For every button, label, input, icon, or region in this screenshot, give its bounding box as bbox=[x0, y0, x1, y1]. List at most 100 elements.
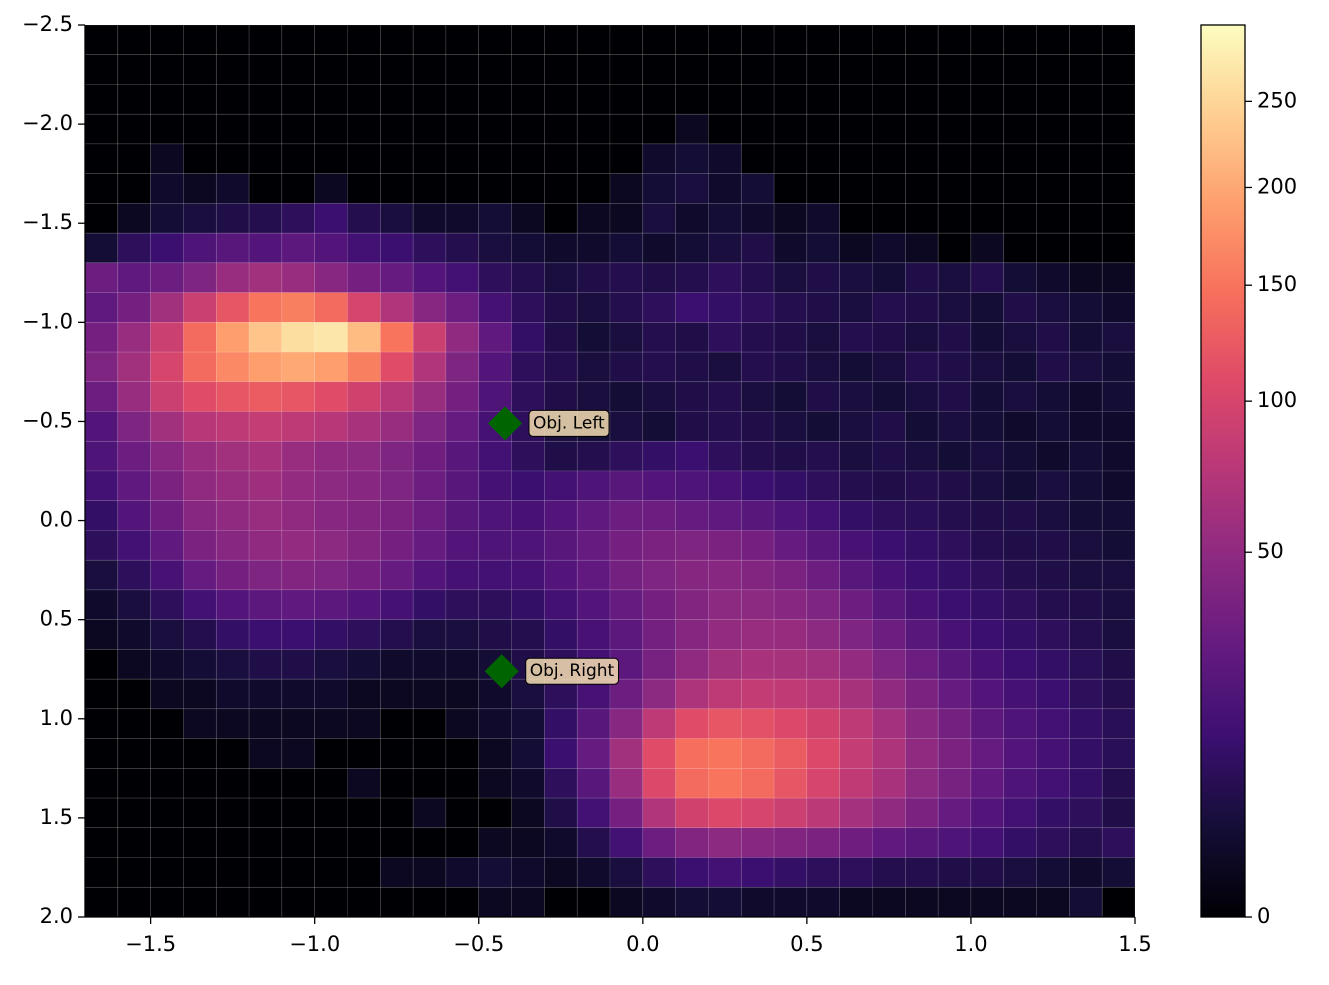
heat-cell bbox=[445, 113, 480, 145]
heat-cell bbox=[806, 619, 840, 650]
heat-cell bbox=[150, 649, 184, 680]
heat-cell bbox=[773, 470, 808, 502]
heat-cell bbox=[117, 351, 151, 383]
heat-cell bbox=[970, 381, 1005, 412]
heat-cell bbox=[544, 292, 578, 323]
heat-cell bbox=[970, 173, 1005, 204]
heat-cell bbox=[150, 440, 184, 472]
heat-cell bbox=[478, 322, 512, 353]
heat-cell bbox=[675, 738, 709, 769]
heat-cell bbox=[281, 827, 315, 858]
heat-cell bbox=[740, 559, 775, 591]
heat-cell bbox=[1069, 292, 1103, 323]
heat-cell bbox=[806, 173, 840, 204]
heat-cell bbox=[248, 500, 283, 531]
heat-cell bbox=[937, 649, 972, 680]
heat-cell bbox=[215, 857, 250, 888]
heat-cell bbox=[117, 24, 151, 56]
heat-cell bbox=[478, 440, 512, 472]
x-tick-label: 0.5 bbox=[790, 932, 823, 956]
heat-cell bbox=[544, 84, 578, 115]
heat-cell bbox=[84, 500, 119, 531]
heat-cell bbox=[970, 351, 1005, 383]
heat-cell bbox=[806, 24, 840, 56]
heat-cell bbox=[150, 113, 184, 145]
heat-cell bbox=[708, 54, 742, 85]
heat-cell bbox=[544, 351, 578, 383]
heat-cell bbox=[511, 232, 545, 264]
heat-cell bbox=[248, 530, 283, 561]
heat-cell bbox=[708, 708, 742, 739]
heat-cell bbox=[905, 797, 939, 829]
heat-cell bbox=[937, 857, 972, 888]
x-tick-label: −1.5 bbox=[125, 932, 176, 956]
heat-cell bbox=[1036, 440, 1070, 472]
heat-cell bbox=[445, 589, 480, 620]
heat-cell bbox=[642, 768, 676, 799]
heat-cell bbox=[445, 797, 480, 829]
y-tick-label: −0.5 bbox=[22, 408, 73, 432]
heat-cell bbox=[117, 589, 151, 620]
heat-cell bbox=[314, 470, 348, 502]
heat-cell bbox=[609, 589, 644, 620]
heat-cell bbox=[248, 322, 283, 353]
heat-cell bbox=[675, 589, 709, 620]
heat-cell bbox=[675, 470, 709, 502]
heat-cell bbox=[380, 54, 414, 85]
heat-cell bbox=[248, 797, 283, 829]
heat-cell bbox=[478, 24, 512, 56]
heat-cell bbox=[511, 173, 545, 204]
heat-cell bbox=[1101, 857, 1136, 888]
heat-cell bbox=[970, 440, 1005, 472]
heat-cell bbox=[1069, 857, 1103, 888]
heat-cell bbox=[642, 351, 676, 383]
heat-cell bbox=[905, 351, 939, 383]
heat-cell bbox=[740, 440, 775, 472]
heat-cell bbox=[445, 322, 480, 353]
heat-cell bbox=[412, 54, 447, 85]
heat-cell bbox=[642, 649, 676, 680]
heat-cell bbox=[281, 530, 315, 561]
heat-cell bbox=[740, 619, 775, 650]
heat-cell bbox=[183, 173, 217, 204]
heat-cell bbox=[642, 381, 676, 412]
heat-cell bbox=[1003, 232, 1037, 264]
heat-cell bbox=[642, 886, 676, 918]
heat-cell bbox=[1036, 322, 1070, 353]
heat-cell bbox=[380, 619, 414, 650]
heat-cell bbox=[183, 530, 217, 561]
heat-cell bbox=[117, 559, 151, 591]
heat-cell bbox=[708, 559, 742, 591]
heat-cell bbox=[806, 203, 840, 234]
heat-cell bbox=[347, 381, 381, 412]
heat-cell bbox=[576, 768, 611, 799]
heat-cell bbox=[314, 768, 348, 799]
heat-cell bbox=[412, 381, 447, 412]
heat-cell bbox=[412, 649, 447, 680]
heat-cell bbox=[642, 530, 676, 561]
heat-cell bbox=[281, 351, 315, 383]
heat-cell bbox=[839, 738, 873, 769]
heat-cell bbox=[412, 470, 447, 502]
heat-cell bbox=[281, 381, 315, 412]
heat-cell bbox=[248, 143, 283, 174]
heat-cell bbox=[1036, 708, 1070, 739]
heat-cell bbox=[84, 322, 119, 353]
heat-cell bbox=[970, 530, 1005, 561]
heat-cell bbox=[642, 262, 676, 293]
heat-cell bbox=[740, 678, 775, 710]
heat-cell bbox=[1101, 886, 1136, 918]
heat-cell bbox=[675, 292, 709, 323]
heat-cell bbox=[773, 619, 808, 650]
heat-cell bbox=[380, 262, 414, 293]
heat-cell bbox=[1036, 381, 1070, 412]
heat-cell bbox=[708, 232, 742, 264]
heat-cell bbox=[347, 440, 381, 472]
heat-cell bbox=[708, 24, 742, 56]
heat-cell bbox=[937, 262, 972, 293]
heat-cell bbox=[314, 262, 348, 293]
x-tick-label: 1.0 bbox=[954, 932, 987, 956]
heat-cell bbox=[281, 857, 315, 888]
heat-cell bbox=[1101, 54, 1136, 85]
heat-cell bbox=[117, 500, 151, 531]
